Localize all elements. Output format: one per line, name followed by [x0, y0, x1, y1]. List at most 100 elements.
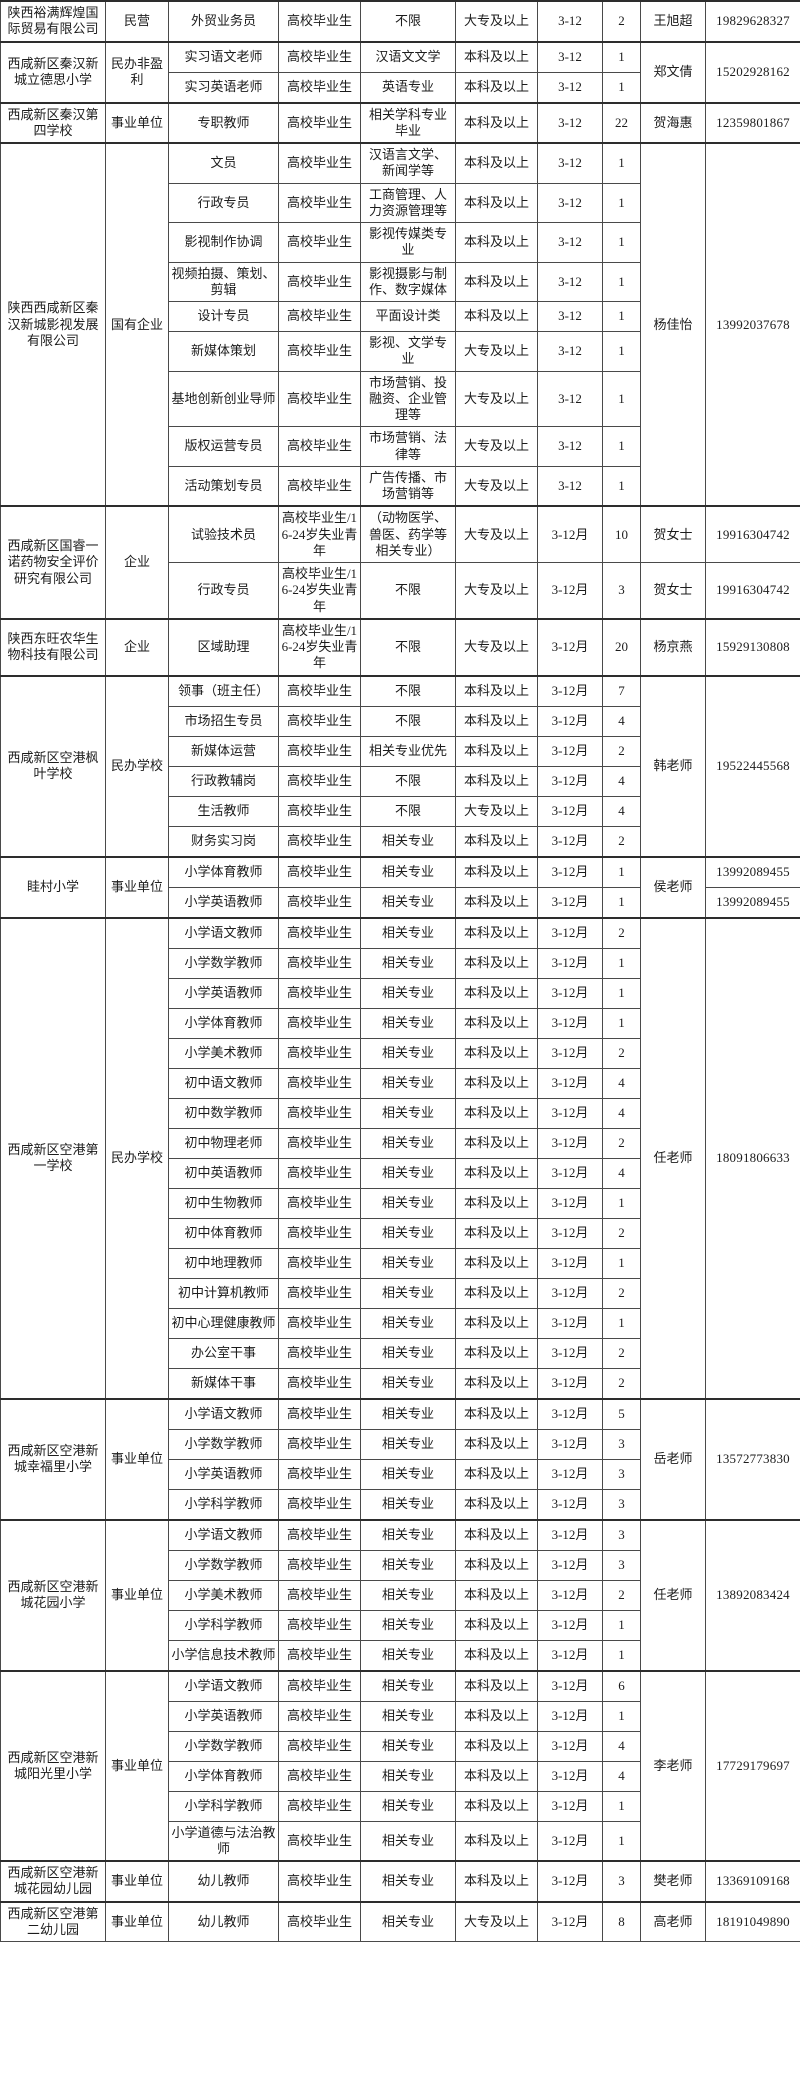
- cell-company: 西咸新区秦汉第四学校: [0, 101, 106, 144]
- cell-position: 小学语文教师: [168, 1518, 279, 1551]
- cell-position: 初中语文教师: [168, 1067, 279, 1099]
- cell-major: 相关专业: [360, 1579, 456, 1611]
- cell-position: 小学数学教师: [168, 1428, 279, 1460]
- cell-time: 3-12: [537, 261, 603, 302]
- cell-education: 高校毕业生: [278, 331, 361, 372]
- cell-major: 影视摄影与制作、数字媒体: [360, 261, 456, 302]
- cell-count: 4: [602, 1067, 641, 1099]
- cell-position: 小学英语教师: [168, 977, 279, 1009]
- cell-degree: 本科及以上: [455, 735, 538, 767]
- cell-count: 5: [602, 1397, 641, 1430]
- cell-time: 3-12月: [537, 505, 603, 564]
- cell-education: 高校毕业生: [278, 1549, 361, 1581]
- table-row: 市场招生专员 高校毕业生 不限 本科及以上 3-12月 4: [1, 705, 800, 737]
- table-row: 西咸新区秦汉第四学校 事业单位 专职教师 高校毕业生 相关学科专业毕业 本科及以上 3-12…: [0, 101, 800, 144]
- cell-education: 高校毕业生: [278, 1820, 361, 1862]
- table-row: 陕西裕满辉煌国际贸易有限公司 民营 外贸业务员 高校毕业生 不限 大专及以上 3-12 2 王旭…: [0, 0, 800, 42]
- cell-time: 3-12月: [537, 1307, 603, 1339]
- cell-count: 2: [602, 916, 641, 949]
- cell-time: 3-12: [537, 182, 603, 223]
- cell-contact: 樊老师: [640, 1860, 706, 1902]
- cell-degree: 本科及以上: [455, 1488, 538, 1520]
- cell-degree: 本科及以上: [455, 947, 538, 979]
- table-row: 陕西东旺农华生物科技有限公司 企业 区域助理 高校毕业生/16-24岁失业青年 不限 大专…: [0, 617, 800, 676]
- cell-phone: 19916304742: [705, 561, 800, 620]
- cell-degree: 本科及以上: [455, 977, 538, 1009]
- cell-position: 小学语文教师: [168, 1669, 279, 1702]
- cell-position: 小学信息技术教师: [168, 1639, 279, 1671]
- cell-major: 广告传播、市场营销等: [360, 465, 456, 507]
- cell-contact: 杨佳怡: [640, 141, 706, 507]
- table-row: 西咸新区空港枫叶学校 民办学校 领事（班主任） 高校毕业生 不限 本科及以上 3-12月 7 韩…: [0, 674, 800, 857]
- cell-time: 3-12月: [537, 1730, 603, 1762]
- cell-time: 3-12月: [537, 617, 603, 676]
- cell-type: 事业单位: [105, 1900, 169, 1942]
- cell-phone: 15929130808: [705, 617, 800, 676]
- cell-position: 初中物理老师: [168, 1127, 279, 1159]
- cell-count: 3: [602, 1549, 641, 1581]
- cell-education: 高校毕业生: [278, 465, 361, 507]
- cell-education: 高校毕业生: [278, 1458, 361, 1490]
- cell-count: 2: [602, 1217, 641, 1249]
- cell-time: 3-12月: [537, 1157, 603, 1189]
- cell-position: 初中计算机教师: [168, 1277, 279, 1309]
- cell-education: 高校毕业生: [278, 261, 361, 302]
- cell-major: 英语专业: [360, 71, 456, 103]
- cell-education: 高校毕业生: [278, 977, 361, 1009]
- cell-education: 高校毕业生: [278, 674, 361, 707]
- cell-education: 高校毕业生: [278, 1760, 361, 1792]
- cell-education: 高校毕业生: [278, 1367, 361, 1399]
- cell-degree: 本科及以上: [455, 1187, 538, 1219]
- cell-education: 高校毕业生: [278, 182, 361, 223]
- cell-company: 西咸新区空港新城花园小学: [0, 1518, 106, 1671]
- cell-education: 高校毕业生: [278, 1428, 361, 1460]
- cell-degree: 本科及以上: [455, 1307, 538, 1339]
- table-row: 西咸新区空港新城阳光里小学 事业单位 小学语文教师 高校毕业生 相关专业 本科及以上 3-1…: [0, 1669, 800, 1862]
- cell-time: 3-12月: [537, 947, 603, 979]
- cell-time: 3-12月: [537, 855, 603, 888]
- table-row: 办公室干事 高校毕业生 相关专业 本科及以上 3-12月 2: [1, 1337, 800, 1369]
- cell-contact: 王旭超: [640, 0, 706, 42]
- cell-degree: 本科及以上: [455, 1428, 538, 1460]
- cell-position: 行政教辅岗: [168, 765, 279, 797]
- cell-count: 3: [602, 1518, 641, 1551]
- table-row: 小学道德与法治教师 高校毕业生 相关专业 本科及以上 3-12月 1: [1, 1820, 800, 1862]
- cell-count: 2: [602, 1579, 641, 1611]
- cell-major: 相关专业: [360, 1609, 456, 1641]
- cell-degree: 本科及以上: [455, 825, 538, 857]
- cell-major: 影视、文学专业: [360, 331, 456, 372]
- cell-time: 3-12月: [537, 1860, 603, 1902]
- cell-time: 3-12月: [537, 1007, 603, 1039]
- cell-education: 高校毕业生: [278, 1609, 361, 1641]
- cell-position: 实习英语老师: [168, 71, 279, 103]
- cell-company: 西咸新区空港新城幸福里小学: [0, 1397, 106, 1520]
- cell-education: 高校毕业生: [278, 142, 361, 184]
- cell-education: 高校毕业生: [278, 1579, 361, 1611]
- cell-time: 3-12: [537, 142, 603, 184]
- cell-degree: 大专及以上: [455, 617, 538, 676]
- cell-count: 20: [602, 617, 641, 676]
- cell-education: 高校毕业生: [278, 1337, 361, 1369]
- cell-position: 行政专员: [168, 182, 279, 223]
- cell-education: 高校毕业生: [278, 1488, 361, 1520]
- cell-type: 民办学校: [105, 674, 169, 857]
- cell-position: 文员: [168, 142, 279, 184]
- cell-major: 相关专业: [360, 1187, 456, 1219]
- table-row: 小学体育教师 高校毕业生 相关专业 本科及以上 3-12月 4: [1, 1760, 800, 1792]
- cell-count: 1: [602, 142, 641, 184]
- cell-education: 高校毕业生: [278, 1007, 361, 1039]
- cell-position: 幼儿教师: [168, 1900, 279, 1942]
- cell-major: 相关专业: [360, 1669, 456, 1702]
- cell-major: 平面设计类: [360, 301, 456, 332]
- table-row: 西咸新区空港新城花园小学 事业单位 小学语文教师 高校毕业生 相关专业 本科及以上 3-12…: [0, 1518, 800, 1671]
- cell-education: 高校毕业生: [278, 1730, 361, 1762]
- table-row: 小学科学教师 高校毕业生 相关专业 本科及以上 3-12月 1: [1, 1609, 800, 1641]
- cell-degree: 本科及以上: [455, 1007, 538, 1039]
- cell-degree: 本科及以上: [455, 1037, 538, 1069]
- cell-education: 高校毕业生: [278, 795, 361, 827]
- cell-count: 1: [602, 1639, 641, 1671]
- cell-education: 高校毕业生: [278, 765, 361, 797]
- cell-time: 3-12月: [537, 1760, 603, 1792]
- cell-degree: 本科及以上: [455, 916, 538, 949]
- cell-degree: 大专及以上: [455, 1900, 538, 1942]
